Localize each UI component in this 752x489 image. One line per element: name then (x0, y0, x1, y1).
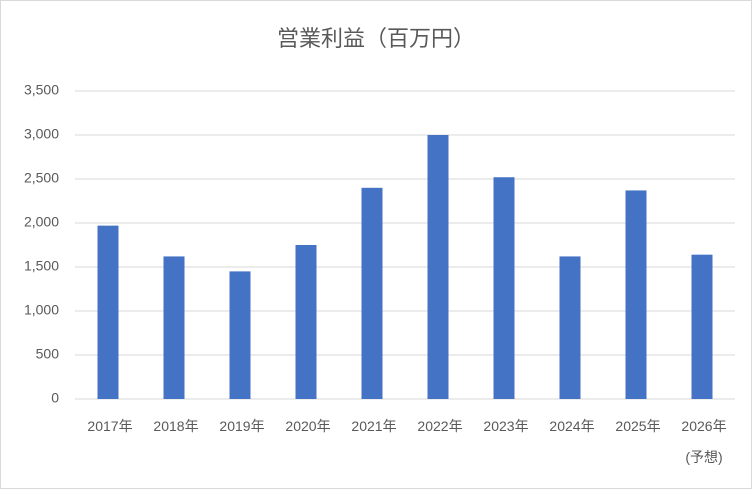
chart-title: 営業利益（百万円） (277, 26, 475, 51)
y-tick-label: 2,000 (24, 214, 59, 230)
x-tick-label: 2025年 (615, 418, 661, 434)
bar (163, 256, 185, 399)
x-tick-label: 2019年 (219, 418, 265, 434)
bar (493, 177, 515, 399)
y-tick-label: 500 (36, 346, 60, 362)
x-tick-label: 2020年 (285, 418, 331, 434)
y-tick-label: 1,500 (24, 258, 59, 274)
bar (427, 135, 449, 399)
bar (625, 190, 647, 399)
x-tick-label: 2024年 (549, 418, 595, 434)
x-tick-label: 2021年 (351, 418, 397, 434)
x-tick-label: 2018年 (153, 418, 199, 434)
bar (229, 271, 251, 399)
bar (295, 245, 317, 399)
y-tick-label: 1,000 (24, 302, 59, 318)
bar (559, 256, 581, 399)
x-tick-label: 2022年 (417, 418, 463, 434)
y-tick-label: 3,000 (24, 126, 59, 142)
x-tick-label: 2017年 (87, 418, 133, 434)
y-tick-label: 2,500 (24, 170, 59, 186)
bar (691, 254, 713, 399)
bar (97, 225, 119, 399)
y-tick-label: 3,500 (24, 82, 59, 98)
x-tick-label: 2023年 (483, 418, 529, 434)
x-tick-label: 2026年 (予想) (681, 418, 727, 465)
bar (361, 187, 383, 399)
y-tick-label: 0 (51, 390, 59, 406)
